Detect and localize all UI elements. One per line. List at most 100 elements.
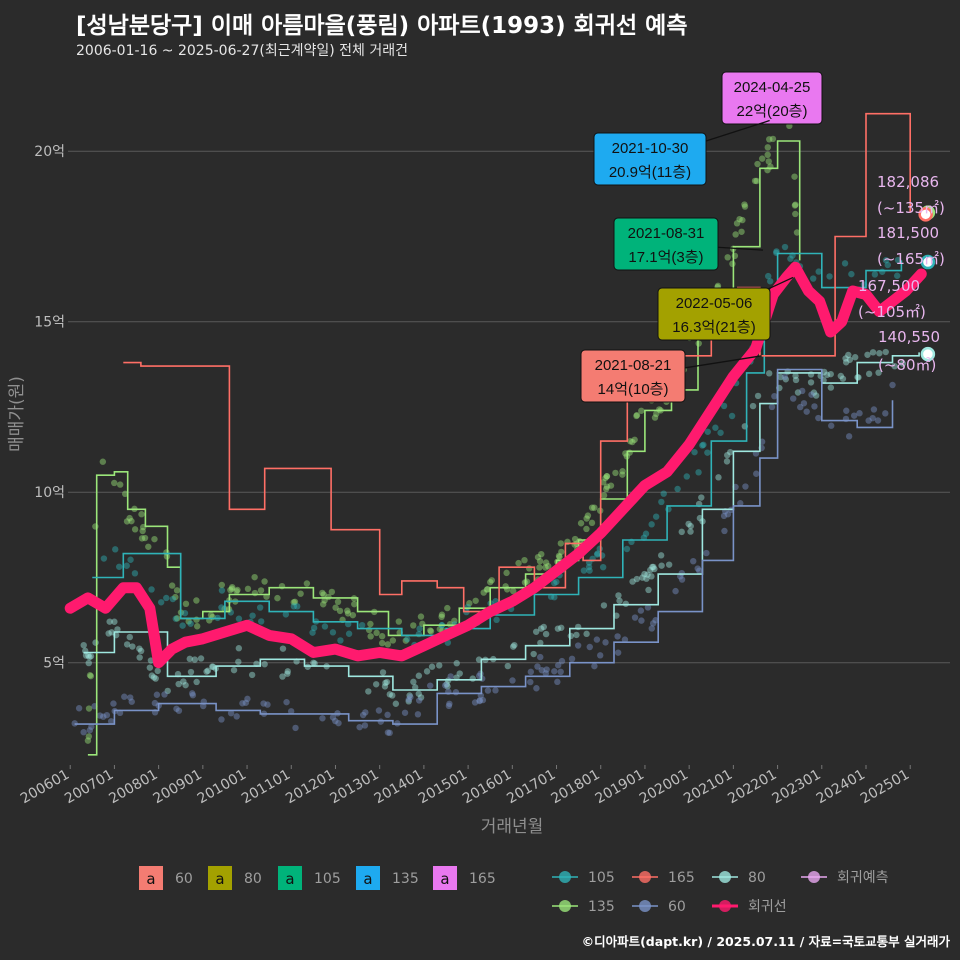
scatter-point: [100, 713, 107, 720]
scatter-point: [767, 278, 774, 285]
x-tick-label: 201301: [327, 767, 381, 808]
scatter-point: [345, 630, 353, 637]
scatter-point: [753, 177, 760, 185]
scatter-point: [808, 391, 815, 398]
scatter-point: [742, 483, 749, 490]
scatter-point: [389, 692, 396, 699]
scatter-point: [567, 632, 575, 640]
legend-glyph: a: [146, 870, 155, 888]
scatter-point: [86, 727, 94, 734]
scatter-point: [105, 630, 112, 637]
scatter-point: [584, 512, 592, 519]
scatter-point: [607, 482, 615, 489]
scatter-point: [558, 548, 565, 556]
scatter-point: [471, 699, 479, 706]
scatter-point: [436, 625, 444, 633]
scatter-point: [532, 628, 540, 635]
callout-box: [580, 349, 686, 403]
scatter-point: [128, 698, 135, 705]
scatter-point: [187, 620, 194, 627]
scatter-point: [728, 412, 736, 420]
scatter-point: [703, 549, 710, 557]
scatter-point: [583, 630, 590, 638]
scatter-point: [291, 598, 299, 605]
scatter-point: [126, 694, 134, 701]
scatter-point: [741, 201, 748, 208]
scatter-point: [168, 582, 176, 589]
scatter-point: [602, 474, 609, 482]
scatter-point: [765, 158, 772, 165]
scatter-point: [164, 687, 171, 695]
scatter-point: [229, 583, 236, 591]
forecast-labels: 182,086 (~135㎡) 181,500 (~165㎡) 167,500 (~105…: [858, 173, 945, 374]
scatter-point: [194, 623, 201, 630]
scatter-point: [319, 589, 326, 597]
scatter-point: [583, 515, 590, 522]
scatter-point: [542, 630, 550, 638]
scatter-point: [386, 729, 393, 737]
scatter-point: [417, 613, 425, 620]
scatter-point: [769, 135, 777, 143]
scatter-point: [891, 362, 898, 370]
scatter-point: [476, 697, 483, 705]
regression-line: [64, 261, 927, 669]
scatter-point: [235, 658, 242, 665]
scatter-point: [111, 479, 118, 487]
scatter-point: [321, 597, 328, 604]
scatter-point: [826, 273, 833, 280]
legend-line-label: 105: [588, 870, 615, 886]
scatter-point: [85, 705, 93, 712]
scatter-point: [152, 675, 159, 682]
legend-key-165: [433, 866, 457, 890]
scatter-point: [841, 260, 849, 267]
scatter-point: [509, 677, 516, 684]
scatter-point: [600, 479, 607, 486]
scatter-point: [85, 652, 92, 659]
scatter-point: [645, 586, 652, 594]
scatter-point: [110, 700, 117, 707]
scatter-point: [551, 594, 558, 601]
scatter-point: [637, 607, 645, 614]
scatter-point: [85, 733, 93, 740]
x-tick-label: 200801: [106, 767, 160, 808]
scatter-point: [466, 600, 473, 607]
legend-line-label: 회귀선: [748, 899, 787, 915]
legend-label: 60: [175, 871, 193, 887]
scatter-point: [600, 602, 608, 609]
scatter-point: [279, 645, 287, 652]
scatter-point: [332, 717, 339, 725]
scatter-point: [151, 535, 158, 543]
scatter-point: [656, 406, 663, 413]
scatter-point: [791, 173, 798, 180]
scatter-point: [349, 611, 357, 619]
scatter-point: [309, 629, 316, 636]
x-tick-label: 201701: [504, 767, 558, 808]
scatter-point: [103, 711, 111, 719]
scatter-point: [332, 604, 339, 611]
scatter-point: [736, 215, 743, 223]
scatter-point: [827, 384, 835, 391]
scatter-point: [361, 722, 369, 729]
x-tick-label: 202001: [637, 767, 691, 808]
scatter-point: [842, 355, 849, 362]
scatter-point: [764, 144, 771, 151]
x-tick-label: 200901: [151, 767, 205, 808]
scatter-point: [414, 711, 422, 718]
scatter-point: [874, 417, 882, 424]
scatter-point: [803, 408, 810, 415]
scatter-point: [204, 667, 212, 674]
scatter-point: [257, 618, 265, 625]
scatter-point: [845, 433, 853, 440]
scatter-point: [96, 712, 104, 719]
scatter-point: [218, 716, 225, 723]
scatter-point: [282, 611, 290, 618]
scatter-point: [242, 699, 250, 706]
scatter-point: [172, 593, 179, 601]
scatter-point: [182, 600, 190, 608]
scatter-point: [558, 624, 565, 631]
scatter-point: [543, 666, 550, 673]
scatter-point: [359, 711, 367, 719]
scatter-point: [329, 714, 337, 721]
scatter-point: [651, 414, 659, 421]
